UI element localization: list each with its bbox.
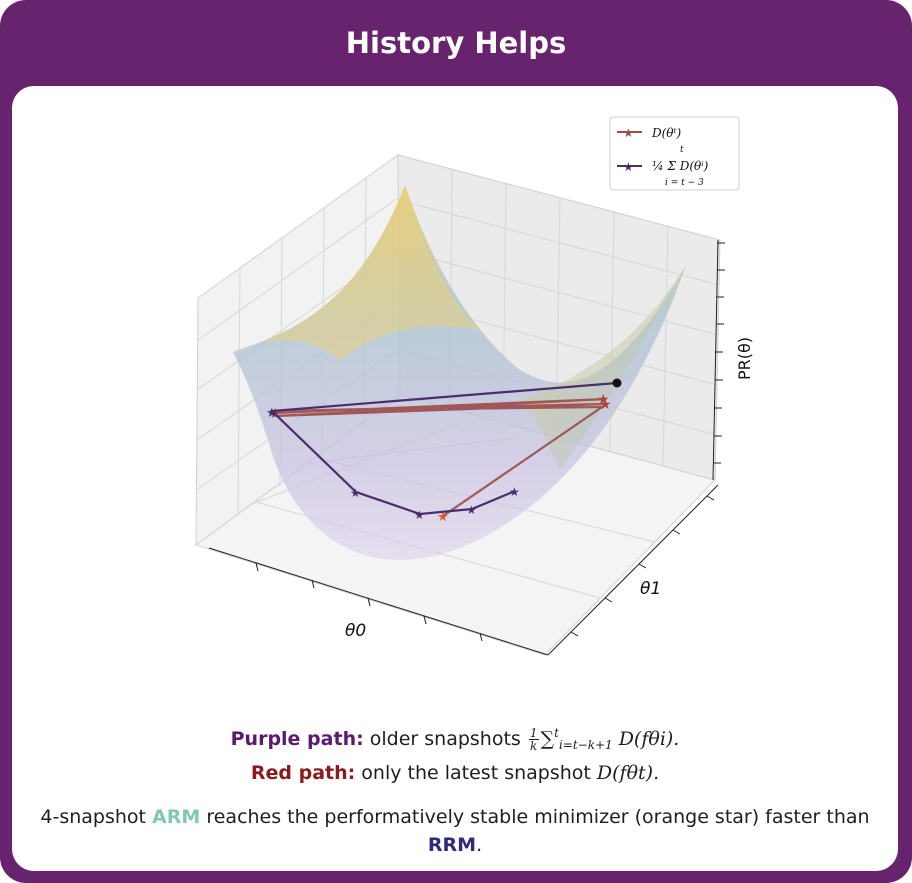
legend-purple-label: ¼ Σ D(θⁱ) — [652, 159, 709, 173]
red-path-star: ★ — [597, 392, 610, 408]
summary-part-b: reaches the performatively stable minimi… — [206, 806, 870, 828]
page-title: History Helps — [345, 26, 567, 60]
axis-lines — [208, 239, 719, 656]
summary-end: . — [476, 834, 483, 856]
optimum-star: ★ — [437, 510, 449, 525]
purple-path-star: ★ — [266, 406, 278, 421]
caption-purple-bold: Purple path: — [230, 728, 364, 750]
legend-red-marker: ★ — [623, 126, 634, 140]
caption-purple: Purple path: older snapshots 1 k ∑ti=t−k+1… — [12, 726, 898, 752]
caption-purple-text: older snapshots — [369, 728, 521, 750]
caption-purple-sum-sub: i=t−k+1 — [558, 738, 613, 752]
axis-ticks — [255, 242, 725, 642]
purple-path-star: ★ — [414, 508, 425, 522]
caption-red: Red path: only the latest snapshot D(fθt… — [12, 762, 898, 784]
purple-path-star: ★ — [466, 503, 477, 517]
x-axis-label: θ0 — [345, 621, 366, 641]
summary-arm: ARM — [152, 806, 201, 828]
purple-path: ★ ★ ★ ★ ★ — [266, 378, 622, 522]
legend: ★ D(θᵗ) ★ ¼ Σ D(θⁱ) t i = t − 3 — [609, 116, 740, 191]
y-axis-label: θ1 — [640, 579, 661, 599]
caption-purple-sum-sup: t — [554, 726, 559, 740]
caption-summary: 4-snapshot ARM reaches the performativel… — [12, 803, 898, 859]
red-path-star: ★ — [599, 397, 612, 413]
purple-path-star: ★ — [350, 486, 361, 500]
loss-surface — [233, 185, 686, 560]
legend-red-label: D(θᵗ) — [651, 126, 681, 140]
purple-path-star: ★ — [509, 485, 520, 499]
caption-red-text: only the latest snapshot — [361, 762, 591, 784]
legend-sum-bottom: i = t − 3 — [665, 178, 704, 188]
caption-purple-formula: D(fθi). — [618, 728, 680, 750]
summary-part-a: 4-snapshot — [40, 806, 146, 828]
summary-rrm: RRM — [427, 834, 477, 856]
legend-sum-top: t — [680, 145, 684, 155]
legend-purple-marker: ★ — [623, 160, 634, 174]
caption-red-formula: D(fθt). — [596, 762, 660, 784]
z-axis-label: PR(θ) — [735, 337, 754, 380]
caption-purple-sum: ∑ — [540, 728, 555, 750]
caption-red-bold: Red path: — [250, 762, 356, 784]
start-point — [612, 378, 622, 388]
